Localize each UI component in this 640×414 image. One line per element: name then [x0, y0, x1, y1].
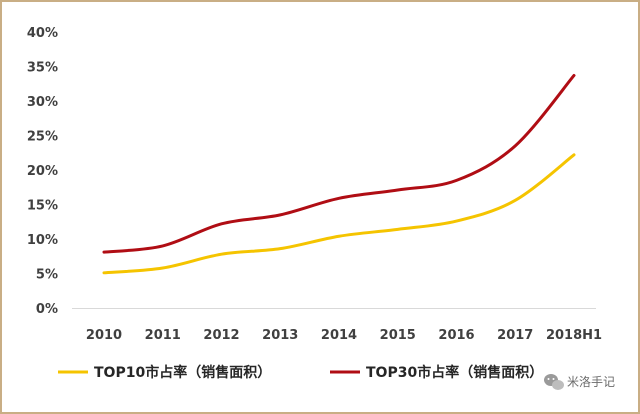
y-tick-label: 20%	[27, 164, 58, 179]
x-tick-label: 2011	[145, 328, 181, 343]
y-tick-label: 10%	[27, 233, 58, 248]
y-tick-label: 35%	[27, 61, 58, 76]
legend-label-top10: TOP10市占率（销售面积）	[94, 364, 271, 381]
y-tick-label: 40%	[27, 26, 58, 41]
watermark: 米洛手记	[544, 374, 615, 390]
x-tick-label: 2018H1	[546, 328, 602, 343]
y-tick-label: 30%	[27, 95, 58, 110]
x-tick-label: 2010	[86, 328, 122, 343]
legend-label-top30: TOP30市占率（销售面积）	[366, 364, 543, 381]
y-tick-label: 25%	[27, 130, 58, 145]
wechat-icon	[544, 374, 564, 390]
x-tick-label: 2016	[438, 328, 474, 343]
x-tick-label: 2014	[321, 328, 357, 343]
series-line-top30	[102, 73, 576, 254]
x-tick-label: 2012	[203, 328, 239, 343]
watermark-text: 米洛手记	[567, 374, 615, 389]
y-tick-label: 15%	[27, 199, 58, 214]
series-line-top10	[102, 153, 576, 275]
x-tick-label: 2015	[380, 328, 416, 343]
x-tick-label: 2013	[262, 328, 298, 343]
y-tick-label: 5%	[36, 268, 58, 283]
y-tick-label: 0%	[36, 302, 58, 317]
x-tick-label: 2017	[497, 328, 533, 343]
